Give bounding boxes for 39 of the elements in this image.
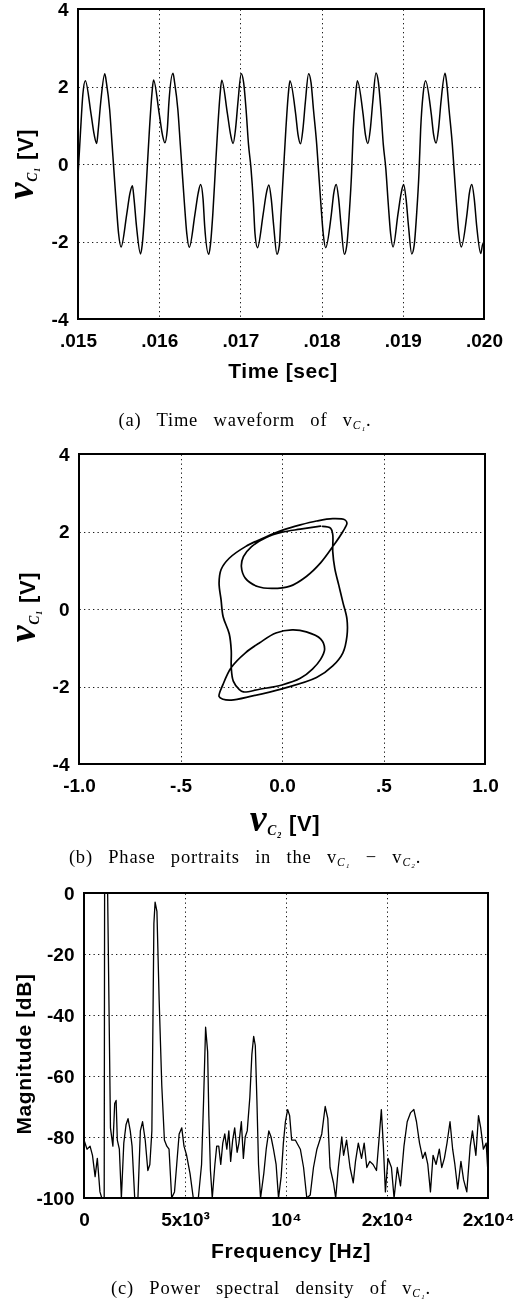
x-tick-label: 0: [79, 1208, 90, 1230]
y-tick-label: 2: [57, 76, 69, 97]
y-tick-label: -100: [36, 1187, 75, 1209]
x-tick-label: 0.0: [269, 774, 296, 796]
x-tick-label: -.5: [169, 774, 193, 796]
y-tick-label: -4: [51, 308, 69, 330]
y-tick-label: 0: [63, 882, 75, 904]
x-tick-label: .020: [466, 329, 503, 351]
text: (b) Phase portraits in the v$_{C₁}$ − v$_{C₂}$.: [68, 846, 422, 869]
x-tick-label: .015: [60, 329, 98, 351]
y-axis-title: Magnitude [dB]: [11, 973, 35, 1135]
x-tick-label: 2x10⁴: [462, 1208, 515, 1230]
y-tick-label: -4: [52, 753, 70, 775]
x-tick-label: 5x10³: [161, 1208, 210, 1230]
text: (c) Power spectral density of v$_{C₁}$.: [110, 1277, 432, 1300]
y-tick-label: 4: [57, 0, 69, 20]
y-tick-label: -60: [47, 1065, 75, 1087]
x-tick-label: .016: [141, 329, 179, 351]
y-tick-label: 4: [58, 443, 70, 465]
y-tick-label: 0: [58, 598, 70, 620]
y-tick-label: -20: [47, 943, 75, 965]
x-tick-label: .5: [376, 774, 393, 796]
y-tick-label: -2: [51, 231, 69, 252]
y-tick-label: -80: [47, 1126, 75, 1148]
y-tick-label: -40: [47, 1004, 75, 1026]
x-axis-title: Frequency [Hz]: [210, 1238, 372, 1262]
text: (a) Time waveform of v$_{C₁}$.: [118, 409, 372, 432]
x-tick-label: 2x10⁴: [361, 1208, 414, 1230]
x-axis-title: v$_{C₂}$ [V]: [249, 797, 321, 839]
x-tick-label: -1.0: [63, 774, 96, 796]
y-tick-label: 0: [57, 153, 69, 175]
y-tick-label: 2: [58, 521, 70, 542]
x-tick-label: .019: [384, 329, 422, 351]
x-tick-label: 10⁴: [271, 1208, 302, 1230]
y-tick-label: -2: [52, 676, 70, 697]
x-tick-label: 1.0: [472, 774, 499, 796]
x-tick-label: .017: [222, 329, 260, 351]
x-tick-label: .018: [303, 329, 341, 351]
x-axis-title: Time [sec]: [228, 358, 338, 382]
